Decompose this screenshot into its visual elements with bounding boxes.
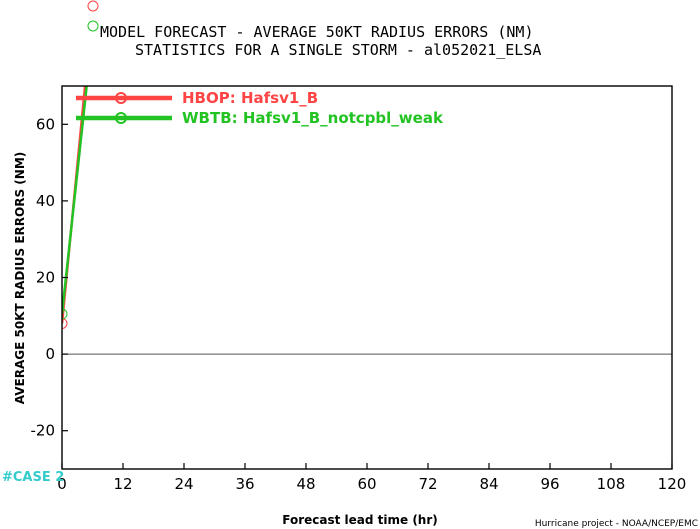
y-tick-label: 60 xyxy=(36,115,55,133)
header-markers xyxy=(87,0,99,32)
legend: HBOP: Hafsv1_B WBTB: Hafsv1_B_notcpbl_wea… xyxy=(76,89,444,127)
y-tick-label: 40 xyxy=(36,192,55,210)
series-line-2 xyxy=(62,86,88,315)
x-tick-label: 84 xyxy=(479,475,498,493)
y-axis: -20 0 20 40 60 xyxy=(31,115,68,440)
series-point-2 xyxy=(62,308,68,320)
x-tick-label: 0 xyxy=(57,475,67,493)
x-tick-label: 36 xyxy=(235,475,254,493)
y-tick-label: 0 xyxy=(45,345,55,363)
x-tick-label: 72 xyxy=(418,475,437,493)
x-tick-label: 60 xyxy=(357,475,376,493)
x-tick-label: 108 xyxy=(597,475,626,493)
credit-label: Hurricane project - NOAA/NCEP/EMC xyxy=(535,519,698,529)
x-tick-label: 120 xyxy=(658,475,687,493)
header-marker-red xyxy=(87,0,99,12)
y-tick-label: -20 xyxy=(31,422,56,440)
x-tick-label: 96 xyxy=(540,475,559,493)
series-point-1 xyxy=(62,317,68,329)
legend-label-2: WBTB: Hafsv1_B_notcpbl_weak xyxy=(182,109,444,127)
chart-title: MODEL FORECAST - AVERAGE 50KT RADIUS ERR… xyxy=(100,23,533,41)
series-layer xyxy=(62,86,88,329)
x-axis: 0 12 24 36 48 60 72 84 96 108 120 xyxy=(57,463,686,493)
chart-subtitle: STATISTICS FOR A SINGLE STORM - al052021… xyxy=(135,41,541,59)
plot-frame xyxy=(61,85,673,470)
legend-marker-2 xyxy=(115,112,127,124)
x-tick-label: 24 xyxy=(174,475,193,493)
y-tick-label: 20 xyxy=(36,269,55,287)
legend-marker-1 xyxy=(115,92,127,104)
case-label: #CASE 2 xyxy=(2,470,64,485)
legend-label-1: HBOP: Hafsv1_B xyxy=(182,89,318,107)
x-tick-label: 48 xyxy=(296,475,315,493)
x-axis-label: Forecast lead time (hr) xyxy=(282,513,438,527)
header-marker-green xyxy=(87,20,99,32)
x-tick-label: 12 xyxy=(113,475,132,493)
y-axis-label: AVERAGE 50KT RADIUS ERRORS (NM) xyxy=(13,152,27,404)
